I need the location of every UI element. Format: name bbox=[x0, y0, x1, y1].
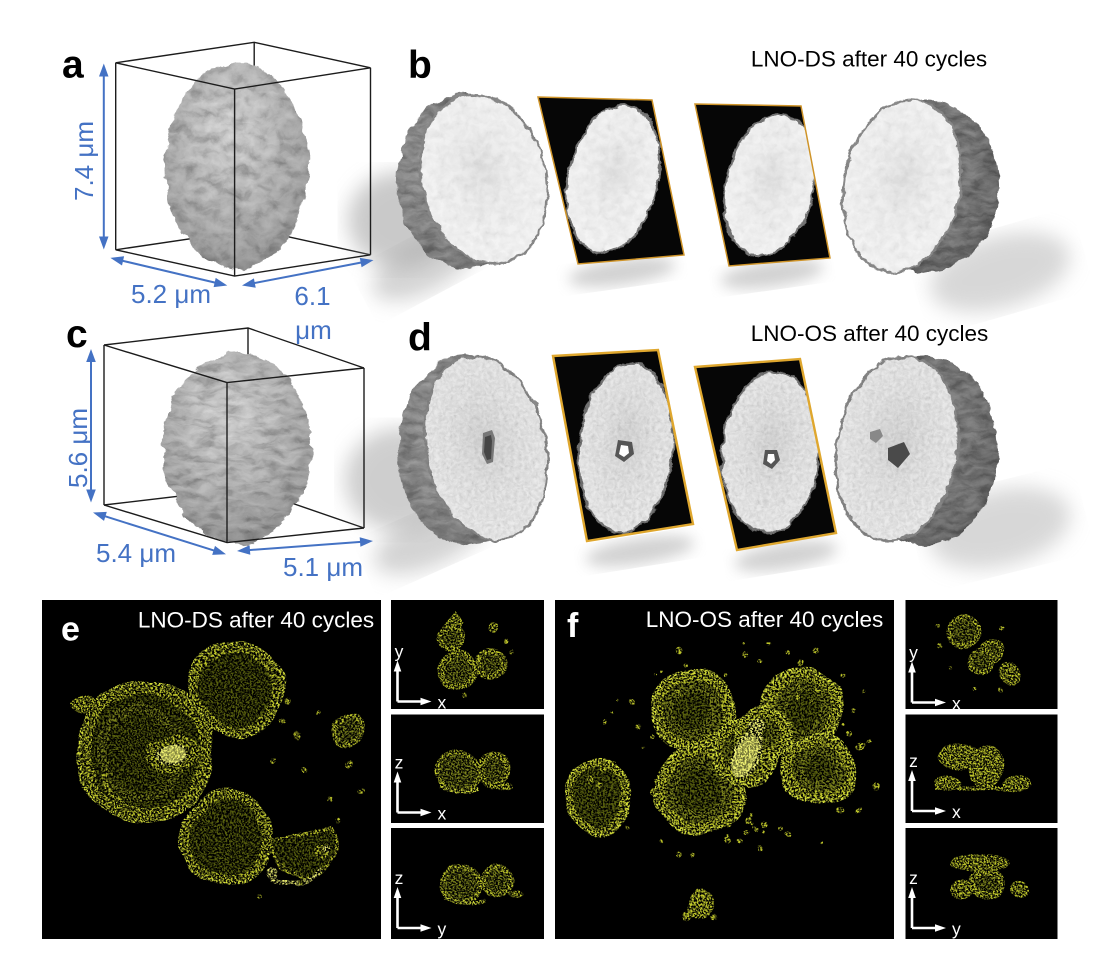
svg-text:y: y bbox=[395, 642, 404, 662]
svg-text:x: x bbox=[438, 693, 447, 713]
svg-text:y: y bbox=[438, 919, 447, 939]
svg-text:c: c bbox=[66, 313, 88, 356]
svg-text:b: b bbox=[408, 44, 432, 87]
svg-text:z: z bbox=[395, 868, 404, 888]
svg-text:5.4 μm: 5.4 μm bbox=[96, 538, 176, 568]
svg-text:LNO-OS after 40 cycles: LNO-OS after 40 cycles bbox=[646, 607, 884, 632]
svg-text:e: e bbox=[61, 611, 80, 649]
svg-text:7.4 μm: 7.4 μm bbox=[69, 121, 99, 201]
svg-text:a: a bbox=[62, 44, 84, 87]
svg-text:y: y bbox=[909, 643, 918, 663]
svg-text:LNO-DS after 40 cycles: LNO-DS after 40 cycles bbox=[751, 47, 987, 72]
svg-text:μm: μm bbox=[295, 315, 332, 345]
svg-text:5.6 μm: 5.6 μm bbox=[63, 408, 93, 488]
svg-text:x: x bbox=[952, 694, 961, 714]
svg-text:LNO-DS after 40 cycles: LNO-DS after 40 cycles bbox=[138, 607, 374, 632]
svg-text:z: z bbox=[909, 751, 918, 771]
svg-text:x: x bbox=[952, 802, 961, 822]
svg-text:6.1: 6.1 bbox=[294, 281, 330, 311]
svg-text:z: z bbox=[909, 868, 918, 888]
svg-text:5.1 μm: 5.1 μm bbox=[283, 552, 363, 582]
svg-text:LNO-OS after 40 cycles: LNO-OS after 40 cycles bbox=[751, 321, 989, 346]
svg-text:y: y bbox=[952, 919, 961, 939]
svg-text:d: d bbox=[408, 317, 432, 360]
svg-text:f: f bbox=[567, 607, 579, 645]
svg-text:x: x bbox=[438, 804, 447, 824]
svg-text:z: z bbox=[395, 753, 404, 773]
svg-text:5.2 μm: 5.2 μm bbox=[131, 279, 211, 309]
